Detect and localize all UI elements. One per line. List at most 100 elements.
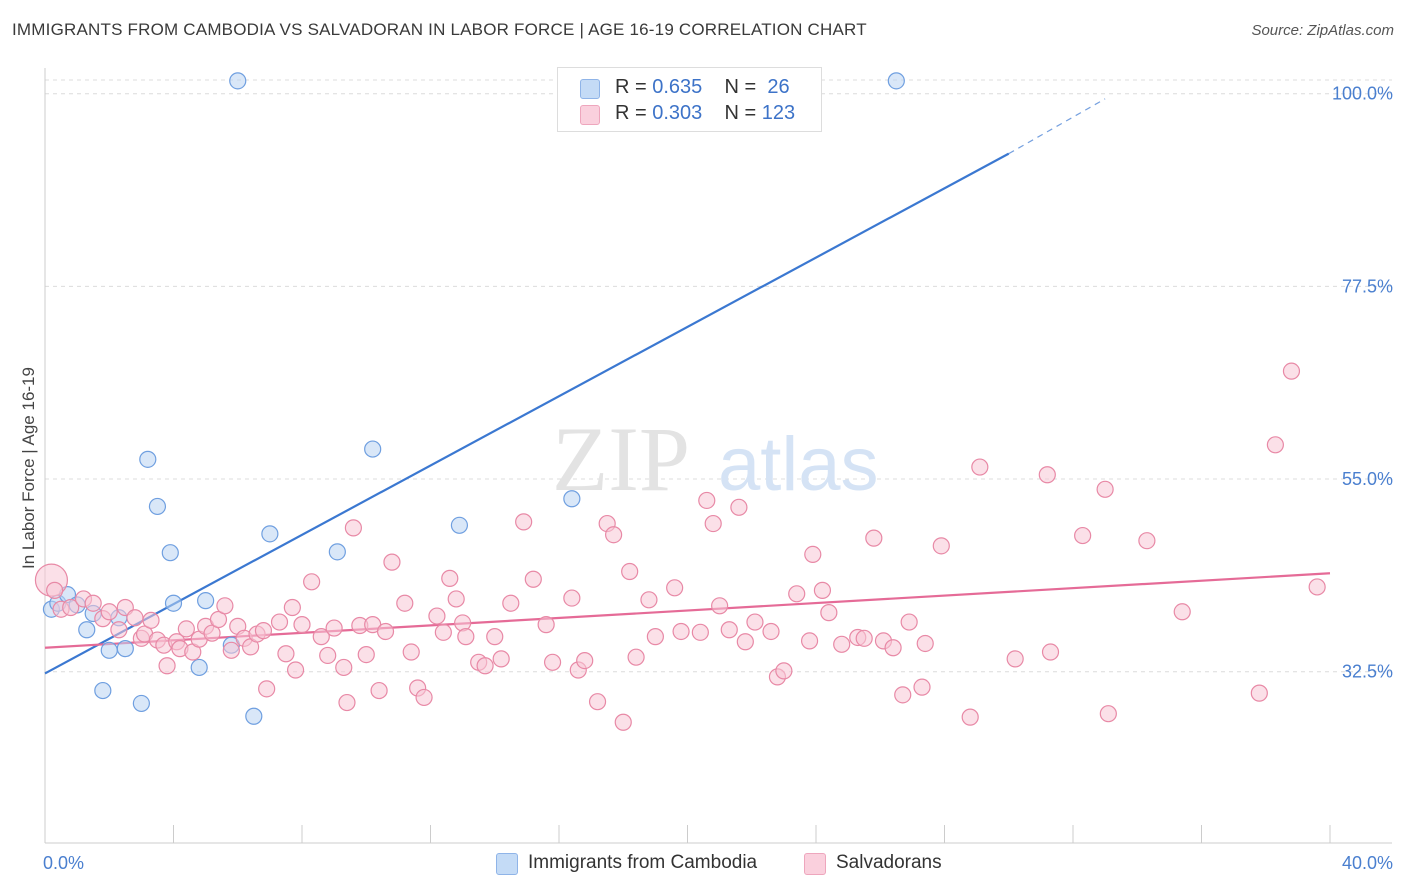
salvadoran-point: [833, 635, 851, 653]
y-tick-label: 77.5%: [1342, 276, 1393, 296]
salvadoran-point: [1250, 684, 1268, 702]
cambodia-point: [229, 72, 247, 90]
salvadoran-point: [704, 514, 722, 533]
salvadoran-point: [820, 604, 838, 622]
salvadoran-point: [1074, 526, 1092, 545]
salvadoran-point: [746, 613, 764, 631]
watermark: ZIP atlas: [552, 408, 879, 510]
cambodia-point: [563, 490, 581, 508]
salvadoran-point: [855, 629, 873, 647]
salvadoran-point: [1308, 578, 1326, 596]
salvadoran-point: [286, 661, 305, 679]
tick-labels: 32.5% 55.0% 77.5% 100.0% 0.0% 40.0%: [43, 84, 1393, 873]
legend-r-label: R =: [615, 102, 653, 124]
cambodia-point: [164, 594, 183, 612]
cambodia-point: [148, 497, 167, 516]
salvadoran-point: [515, 513, 533, 531]
salvadoran-point: [762, 622, 780, 641]
salvadoran-point: [1173, 603, 1191, 621]
salvadoran-point: [698, 491, 716, 510]
salvadoran-point: [319, 646, 337, 665]
salvadoran-point: [537, 616, 555, 634]
bottom-legend-label-cambodia: Immigrants from Cambodia: [528, 852, 758, 873]
chart-source: Source: ZipAtlas.com: [1251, 22, 1394, 39]
salvadoran-point: [396, 594, 414, 612]
salvadoran-point: [804, 545, 822, 564]
cambodia-point: [261, 525, 279, 543]
salvadoran-point: [900, 613, 918, 631]
salvadoran-point: [126, 609, 144, 627]
salvadoran-point: [1038, 466, 1056, 484]
salvadoran-point: [605, 526, 623, 544]
salvadoran-point: [1099, 705, 1117, 723]
salvadoran-point: [277, 645, 295, 663]
salvadoran-point: [621, 562, 639, 581]
x-tick-label-min: 0.0%: [43, 853, 84, 873]
salvadoran-point: [1096, 480, 1114, 498]
salvadoran-point: [344, 519, 362, 537]
salvadoran-point: [486, 628, 504, 646]
salvadoran-point: [640, 591, 658, 609]
salvadoran-point: [916, 634, 934, 653]
bottom-legend-label-salvadorans: Salvadorans: [836, 852, 942, 873]
cambodia-point: [245, 707, 263, 725]
cambodia-point: [100, 641, 118, 659]
cambodia-point: [328, 543, 346, 561]
salvadoran-point: [1006, 650, 1024, 668]
salvadoran-point: [588, 693, 607, 711]
salvadoran-point: [447, 590, 465, 608]
salvadoran-point: [293, 616, 311, 634]
salvadoran-point: [383, 553, 401, 571]
salvadoran-point: [312, 628, 330, 646]
salvadoran-point: [370, 681, 388, 700]
salvadoran-point: [258, 680, 276, 698]
legend-swatch-salvadorans: [580, 105, 600, 125]
watermark-atlas: atlas: [718, 422, 879, 507]
salvadoran-point: [142, 611, 160, 629]
series-salvadorans-points: [34, 362, 1326, 731]
y-axis-label: In Labor Force | Age 16-19: [19, 367, 38, 569]
salvadoran-point: [441, 569, 459, 587]
salvadoran-point: [303, 573, 321, 591]
salvadoran-point: [627, 648, 645, 666]
bottom-legend-swatch-cambodia: [496, 853, 518, 875]
salvadoran-point: [720, 621, 738, 639]
salvadoran-point: [576, 651, 594, 670]
legend-n-label: N =: [724, 102, 762, 124]
salvadoran-point: [502, 594, 520, 612]
salvadoran-point: [402, 643, 420, 661]
salvadoran-point: [270, 613, 289, 631]
salvadoran-point: [865, 529, 883, 547]
salvadoran-point: [543, 653, 562, 671]
salvadoran-point: [971, 458, 989, 476]
salvadoran-point: [563, 589, 581, 607]
salvadoran-point: [1138, 532, 1156, 550]
cambodia-point: [78, 621, 96, 639]
salvadoran-point: [666, 579, 684, 597]
y-tick-label: 55.0%: [1342, 469, 1393, 489]
cambodia-point: [197, 592, 215, 610]
salvadoran-point: [100, 603, 118, 621]
cambodia-point: [887, 72, 905, 90]
salvadoran-point: [730, 498, 748, 516]
cambodia-point: [161, 544, 179, 562]
salvadoran-point: [357, 646, 375, 664]
cambodia-trend-line: [44, 152, 1010, 675]
salvadoran-point: [894, 686, 912, 704]
salvadoran-point: [428, 607, 446, 625]
legend-n-value: 123: [761, 102, 796, 124]
salvadoran-point: [216, 597, 234, 615]
salvadoran-point: [110, 621, 128, 639]
cambodia-point: [364, 440, 382, 458]
salvadoran-point: [775, 662, 793, 680]
salvadoran-point: [62, 598, 80, 617]
chart-title: IMMIGRANTS FROM CAMBODIA VS SALVADORAN I…: [12, 20, 867, 39]
salvadoran-point: [672, 622, 690, 641]
salvadoran-point: [457, 628, 475, 646]
cambodia-point: [94, 681, 112, 700]
salvadoran-point: [492, 650, 510, 668]
salvadoran-point: [961, 708, 979, 726]
salvadoran-point: [335, 658, 353, 677]
cambodia-point: [132, 694, 150, 713]
